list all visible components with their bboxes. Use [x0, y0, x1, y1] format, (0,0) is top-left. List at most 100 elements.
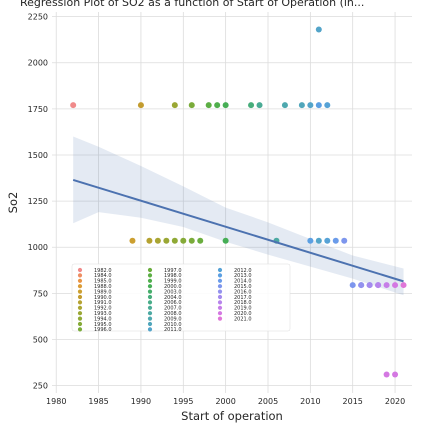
legend-marker — [77, 311, 83, 316]
x-tick-label: 2010 — [300, 397, 320, 406]
legend-marker — [77, 278, 83, 283]
legend-marker — [217, 300, 223, 305]
scatter-point — [400, 282, 407, 289]
scatter-point — [324, 237, 331, 244]
legend-marker — [77, 294, 83, 300]
legend-marker — [147, 294, 153, 300]
scatter-point — [70, 102, 77, 109]
legend-label: 2017.0 — [234, 295, 252, 301]
scatter-point — [137, 102, 144, 109]
legend-label: 2012.0 — [234, 268, 252, 274]
legend-label: 2000.0 — [164, 284, 182, 290]
legend-marker — [217, 305, 223, 310]
legend-label: 2007.0 — [164, 306, 182, 312]
legend-marker — [77, 273, 83, 278]
legend-label: 2016.0 — [234, 289, 252, 295]
legend-marker — [217, 311, 223, 316]
scatter-point — [315, 237, 322, 244]
x-tick-label: 2020 — [385, 397, 405, 406]
scatter-point — [332, 237, 339, 244]
scatter-point — [222, 237, 229, 244]
legend-marker — [77, 267, 83, 273]
legend-label: 2020.0 — [234, 311, 252, 317]
legend-label: 1988.0 — [94, 284, 112, 290]
scatter-point — [197, 237, 204, 244]
scatter-point — [324, 102, 331, 109]
legend-label: 2014.0 — [234, 279, 252, 285]
legend-marker — [217, 273, 223, 278]
scatter-point — [256, 102, 263, 109]
y-tick-label: 750 — [33, 289, 48, 298]
legend-marker — [77, 327, 83, 332]
x-tick-label: 1980 — [46, 397, 66, 406]
scatter-point — [154, 237, 161, 244]
y-tick-label: 1000 — [28, 243, 48, 252]
legend-label: 1995.0 — [94, 322, 112, 328]
points-layer — [70, 26, 407, 378]
legend-label: 1985.0 — [94, 279, 112, 285]
ticks-layer: 1980 1985 1990 1995 2000 2005 2010 2015 2020 250 5… — [28, 13, 406, 406]
legend-marker — [147, 321, 153, 327]
legend-label: 2013.0 — [234, 273, 252, 279]
y-tick-label: 1250 — [28, 197, 48, 206]
scatter-point — [392, 282, 399, 289]
x-tick-label: 2000 — [215, 397, 235, 406]
scatter-point — [307, 237, 314, 244]
legend-marker — [217, 267, 223, 273]
legend-marker — [147, 278, 153, 283]
legend-marker — [77, 284, 83, 289]
legend-label: 1997.0 — [164, 268, 182, 274]
legend-label: 1998.0 — [164, 273, 182, 279]
x-tick-label: 1995 — [173, 397, 193, 406]
scatter-point — [146, 237, 153, 244]
legend-label: 1990.0 — [94, 295, 112, 301]
legend-marker — [147, 327, 153, 332]
legend: 1982.01984.01985.01988.01989.01990.01991… — [71, 263, 291, 333]
legend-label: 1984.0 — [94, 273, 112, 279]
x-axis-label: Start of operation — [181, 409, 283, 423]
scatter-point — [315, 26, 322, 33]
scatter-point — [349, 282, 356, 289]
scatter-point — [281, 102, 288, 109]
x-tick-label: 1985 — [88, 397, 108, 406]
legend-label: 2004.0 — [164, 295, 182, 301]
legend-label: 2008.0 — [164, 311, 182, 317]
scatter-point — [222, 102, 229, 109]
scatter-point — [188, 102, 195, 109]
scatter-point — [383, 282, 390, 289]
legend-marker — [77, 289, 83, 294]
scatter-point — [315, 102, 322, 109]
legend-marker — [217, 284, 223, 289]
legend-marker — [77, 316, 83, 321]
legend-label: 1999.0 — [164, 279, 182, 285]
y-tick-label: 2000 — [28, 59, 48, 68]
legend-marker — [147, 305, 153, 310]
x-tick-label: 2015 — [343, 397, 363, 406]
legend-marker — [147, 300, 153, 305]
scatter-point — [214, 102, 221, 109]
scatter-point — [248, 102, 255, 109]
legend-label: 2021.0 — [234, 316, 252, 322]
legend-label: 2009.0 — [164, 316, 182, 322]
legend-label: 1996.0 — [94, 327, 112, 333]
y-axis-label: So2 — [6, 192, 20, 214]
legend-label: 1991.0 — [94, 300, 112, 306]
y-tick-label: 2250 — [28, 13, 48, 22]
legend-marker — [147, 289, 153, 294]
regression-layer — [72, 178, 404, 283]
scatter-point — [298, 102, 305, 109]
legend-label: 2011.0 — [164, 327, 182, 333]
scatter-point — [375, 282, 382, 289]
scatter-point — [163, 237, 170, 244]
legend-marker — [217, 294, 223, 300]
legend-marker — [217, 316, 223, 321]
legend-marker — [217, 278, 223, 283]
scatter-point — [129, 237, 136, 244]
scatter-point — [180, 237, 187, 244]
x-tick-label: 1990 — [131, 397, 151, 406]
legend-label: 2019.0 — [234, 306, 252, 312]
legend-marker — [147, 311, 153, 316]
legend-label: 2010.0 — [164, 322, 182, 328]
y-tick-label: 500 — [33, 335, 48, 344]
